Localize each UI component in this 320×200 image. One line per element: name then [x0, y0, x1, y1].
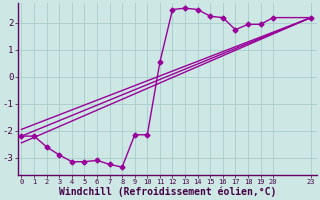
X-axis label: Windchill (Refroidissement éolien,°C): Windchill (Refroidissement éolien,°C): [59, 187, 276, 197]
